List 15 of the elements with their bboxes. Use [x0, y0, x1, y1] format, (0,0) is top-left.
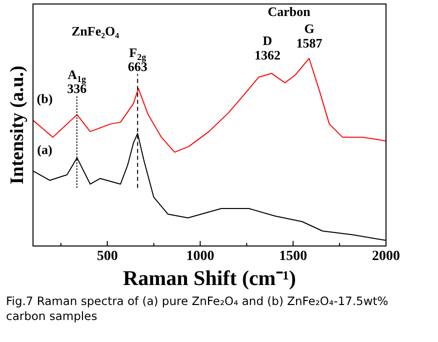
text: 1587: [296, 36, 323, 51]
annotation: 1362: [254, 48, 280, 63]
caption: Fig.7 Raman spectra of (a) pure ZnFe₂O₄ and (b) ZnFe₂O₄-17.5wt% carbon samples: [6, 294, 390, 324]
text: D: [262, 33, 272, 48]
annotation: (a): [37, 142, 52, 158]
x-tick-label: 1000: [186, 249, 214, 264]
text: Carbon: [268, 4, 312, 20]
text: ZnFe₂O₄: [71, 23, 120, 38]
annotation: (b): [36, 91, 53, 106]
text: G: [304, 21, 314, 36]
x-axis-title: Raman Shift (cm⁻¹): [122, 266, 296, 290]
y-axis-title: Intensity (a.u.): [6, 66, 28, 184]
x-tick-label: 1500: [279, 249, 308, 264]
x-tick-label: 2000: [372, 249, 400, 264]
x-tick-label: 500: [96, 249, 118, 264]
